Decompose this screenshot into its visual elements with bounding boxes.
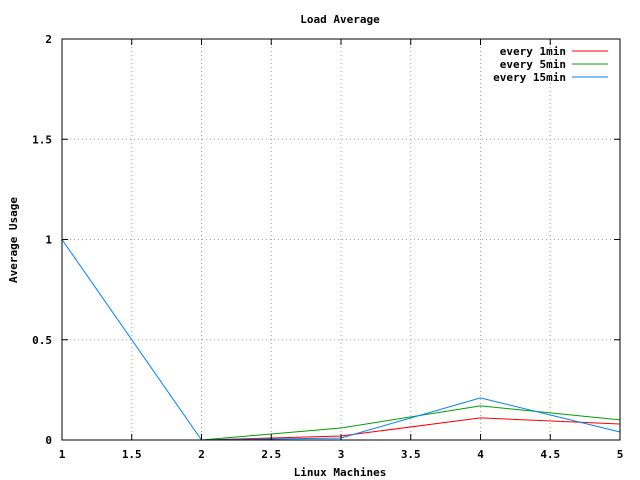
y-tick-label: 0 xyxy=(45,434,52,447)
y-tick-label: 1 xyxy=(45,234,52,247)
x-tick-label: 3 xyxy=(338,448,345,461)
x-tick-label: 1.5 xyxy=(122,448,142,461)
legend-label-every-1min: every 1min xyxy=(500,45,566,58)
y-axis-label: Average Usage xyxy=(7,197,20,283)
x-tick-label: 4.5 xyxy=(540,448,560,461)
y-tick-label: 0.5 xyxy=(32,334,52,347)
grid xyxy=(62,39,620,440)
x-axis-label: Linux Machines xyxy=(294,466,387,479)
legend-label-every-15min: every 15min xyxy=(493,71,566,84)
x-tick-label: 4 xyxy=(477,448,484,461)
y-tick-label: 1.5 xyxy=(32,133,52,146)
chart-title: Load Average xyxy=(300,13,380,26)
y-tick-label: 2 xyxy=(45,33,52,46)
y-axis-tick-labels: 0 0.5 1 1.5 2 xyxy=(32,33,52,447)
x-tick-label: 2.5 xyxy=(261,448,281,461)
x-axis-tick-labels: 1 1.5 2 2.5 3 3.5 4 4.5 5 xyxy=(59,448,624,461)
legend-label-every-5min: every 5min xyxy=(500,58,566,71)
x-tick-label: 2 xyxy=(198,448,205,461)
x-tick-label: 5 xyxy=(617,448,624,461)
axis-ticks xyxy=(61,38,621,441)
x-tick-label: 3.5 xyxy=(401,448,421,461)
x-tick-label: 1 xyxy=(59,448,66,461)
